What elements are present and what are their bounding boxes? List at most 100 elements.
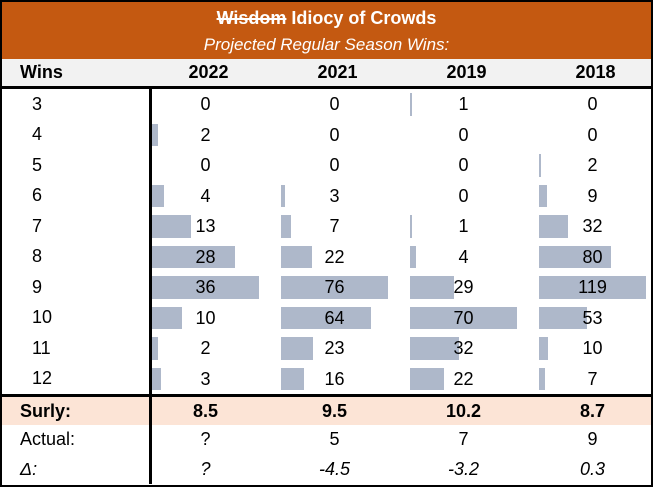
data-bar: [152, 123, 158, 146]
data-bar: [152, 215, 191, 238]
data-cell: 9: [539, 181, 646, 212]
data-bar: [281, 306, 372, 329]
data-cell: 0: [410, 120, 517, 151]
data-bar: [539, 215, 568, 238]
data-bar: [539, 337, 548, 360]
data-cell: 29: [410, 272, 517, 303]
data-cell: 32: [539, 211, 646, 242]
data-bar: [410, 245, 417, 268]
cell-value: 3: [329, 185, 340, 206]
table-body: 3 0 0 1 0 4 2 0 0 0 5 0 0 0 2 6 4 3 0 9 7 13 7 1 32 8 28 22 4 80 9 36 76…: [2, 89, 651, 394]
data-cell: 0: [410, 181, 517, 212]
data-cell: 70: [410, 303, 517, 334]
cell-value: 0: [458, 185, 469, 206]
data-cell: 13: [152, 211, 259, 242]
cell-value: 4: [200, 185, 211, 206]
cell-value: 80: [582, 246, 603, 267]
table-row: 5 0 0 0 2: [2, 150, 651, 181]
summary-section: Surly: 8.5 9.5 10.2 8.7 Actual:? 5 7 9 Δ:? -4.5 -3.…: [2, 394, 651, 484]
cell-value: 13: [195, 216, 216, 236]
data-cell: 0: [539, 120, 646, 151]
data-bar: [281, 367, 304, 390]
cell-value: 3: [200, 368, 211, 389]
cell-value: 9: [587, 185, 598, 206]
summary-value: 9.5: [321, 400, 348, 421]
cell-value: 28: [195, 246, 216, 267]
data-cell: 53: [539, 303, 646, 334]
year-header: 2022: [188, 62, 229, 82]
data-bar: [152, 184, 164, 207]
cell-value: 32: [453, 338, 474, 358]
year-header: 2021: [317, 62, 358, 82]
table-row: 11 2 23 32 10: [2, 333, 651, 364]
data-cell: 16: [281, 364, 388, 395]
cell-value: 0: [458, 124, 469, 145]
wins-value: 10: [2, 302, 152, 333]
year-header: 2019: [446, 62, 487, 82]
data-cell: 7: [539, 364, 646, 395]
data-bar: [281, 215, 291, 238]
data-cell: 2: [152, 120, 259, 151]
data-bar: [539, 154, 541, 177]
cell-value: 23: [324, 338, 345, 358]
cell-value: 7: [329, 216, 340, 236]
wins-value: 5: [2, 150, 152, 181]
column-header-row: Wins 2022 2021 2019 2018: [2, 59, 651, 89]
page-title: Wisdom Idiocy of Crowds: [2, 5, 651, 32]
cell-value: 0: [329, 155, 340, 175]
summary-value: 0.3: [579, 458, 606, 479]
data-cell: 2: [539, 150, 646, 181]
cell-value: 0: [200, 94, 211, 114]
wins-value: 12: [2, 363, 152, 394]
wins-value: 8: [2, 241, 152, 272]
data-cell: 0: [152, 150, 259, 181]
cell-value: 32: [582, 216, 603, 236]
summary-value: ?: [200, 429, 211, 449]
data-bar: [539, 184, 548, 207]
data-cell: 64: [281, 303, 388, 334]
table-row: 9 36 76 29 119: [2, 272, 651, 303]
data-cell: 2: [152, 333, 259, 364]
data-bar: [410, 215, 412, 238]
data-bar: [539, 245, 611, 268]
data-cell: 22: [410, 364, 517, 395]
summary-row-actual: Actual:? 5 7 9: [2, 425, 651, 454]
cell-value: 7: [587, 368, 598, 389]
data-bar: [410, 367, 444, 390]
data-cell: 36: [152, 272, 259, 303]
data-bar: [410, 93, 412, 116]
summary-value: 8.5: [192, 400, 219, 421]
wins-value: 7: [2, 211, 152, 242]
title-rest: Idiocy of Crowds: [291, 8, 437, 28]
data-bar: [410, 337, 459, 360]
data-cell: 0: [152, 89, 259, 120]
summary-label: Surly:: [2, 397, 152, 425]
data-bar: [152, 306, 182, 329]
data-cell: 0: [281, 120, 388, 151]
data-cell: 4: [152, 181, 259, 212]
cell-value: 1: [458, 94, 469, 114]
data-cell: 0: [539, 89, 646, 120]
wins-value: 9: [2, 272, 152, 303]
table-row: 10 10 64 70 53: [2, 302, 651, 334]
cell-value: 64: [324, 307, 345, 328]
table-row: 12 3 16 22 7: [2, 363, 651, 395]
cell-value: 0: [200, 155, 211, 175]
data-cell: 10: [152, 303, 259, 334]
cell-value: 2: [200, 338, 211, 358]
summary-value: 5: [329, 429, 340, 449]
summary-value: 10.2: [445, 400, 482, 421]
wins-column-header: Wins: [20, 62, 63, 82]
data-cell: 10: [539, 333, 646, 364]
cell-value: 119: [578, 277, 607, 297]
data-bar: [539, 306, 587, 329]
data-bar: [281, 245, 312, 268]
wins-value: 11: [2, 333, 152, 364]
page-subtitle: Projected Regular Season Wins:: [203, 35, 450, 54]
table-row: 7 13 7 1 32: [2, 211, 651, 242]
cell-value: 16: [324, 368, 345, 389]
summary-value: -3.2: [447, 458, 480, 479]
year-headers: 2022 2021 2019 2018: [155, 62, 651, 83]
cell-value: 22: [324, 246, 345, 267]
cell-value: 53: [582, 307, 603, 328]
